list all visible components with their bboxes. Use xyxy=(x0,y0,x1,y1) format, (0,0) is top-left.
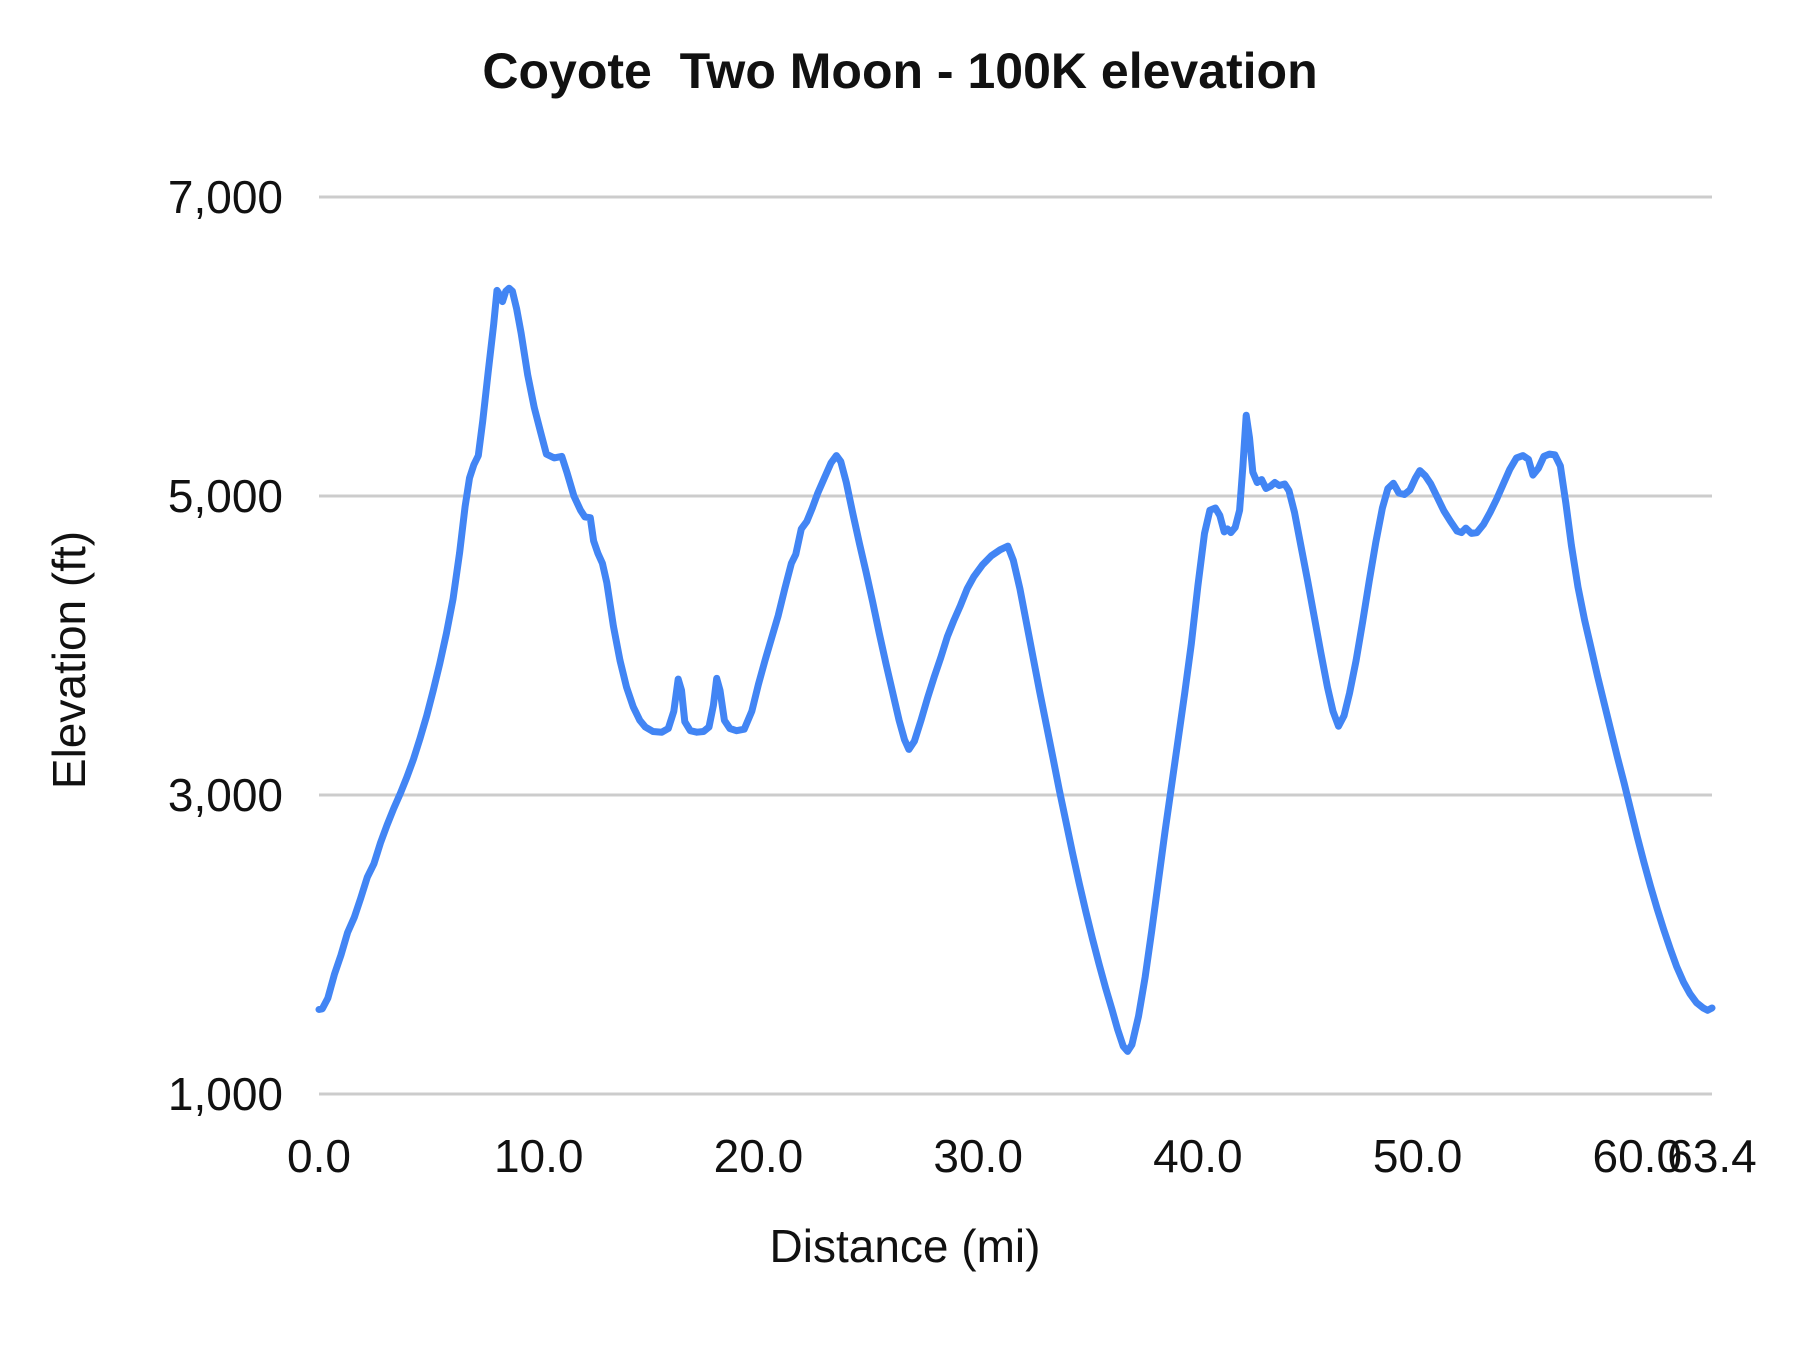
chart-title: Coyote Two Moon - 100K elevation xyxy=(482,43,1317,99)
x-tick-label: 50.0 xyxy=(1373,1130,1463,1182)
x-tick-label: 63.4 xyxy=(1667,1130,1757,1182)
x-axis-title: Distance (mi) xyxy=(770,1220,1041,1272)
y-tick-label: 3,000 xyxy=(168,769,283,821)
elevation-line xyxy=(315,284,1716,1055)
x-axis-tick-labels: 0.0 10.0 20.0 30.0 40.0 50.0 60.063.4 xyxy=(287,1130,1757,1182)
y-tick-label: 1,000 xyxy=(168,1068,283,1120)
gridlines xyxy=(319,195,1712,1096)
x-tick-label: 0.0 xyxy=(287,1130,351,1182)
x-tick-label: 10.0 xyxy=(494,1130,584,1182)
y-tick-label: 7,000 xyxy=(168,171,283,223)
y-tick-label: 5,000 xyxy=(168,470,283,522)
y-axis-tick-labels: 1,000 3,000 5,000 7,000 xyxy=(168,171,283,1120)
x-tick-label: 30.0 xyxy=(933,1130,1023,1182)
x-tick-label: 20.0 xyxy=(714,1130,804,1182)
x-tick-label: 40.0 xyxy=(1153,1130,1243,1182)
x-tick-label: 60.0 xyxy=(1593,1130,1683,1182)
y-axis-title: Elevation (ft) xyxy=(43,531,95,789)
